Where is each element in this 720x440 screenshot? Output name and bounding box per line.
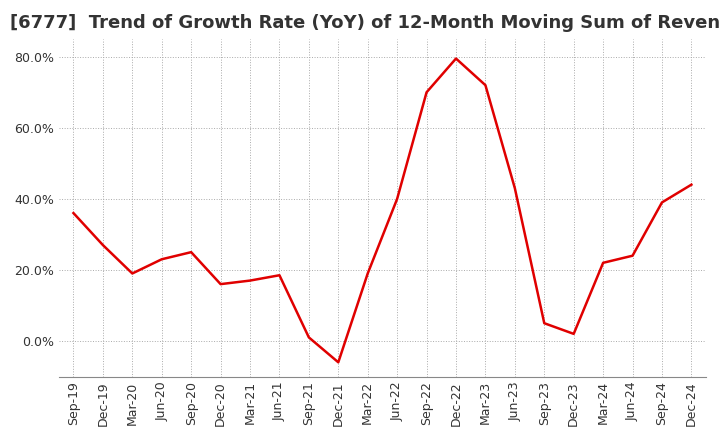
Title: [6777]  Trend of Growth Rate (YoY) of 12-Month Moving Sum of Revenues: [6777] Trend of Growth Rate (YoY) of 12-…: [9, 14, 720, 32]
